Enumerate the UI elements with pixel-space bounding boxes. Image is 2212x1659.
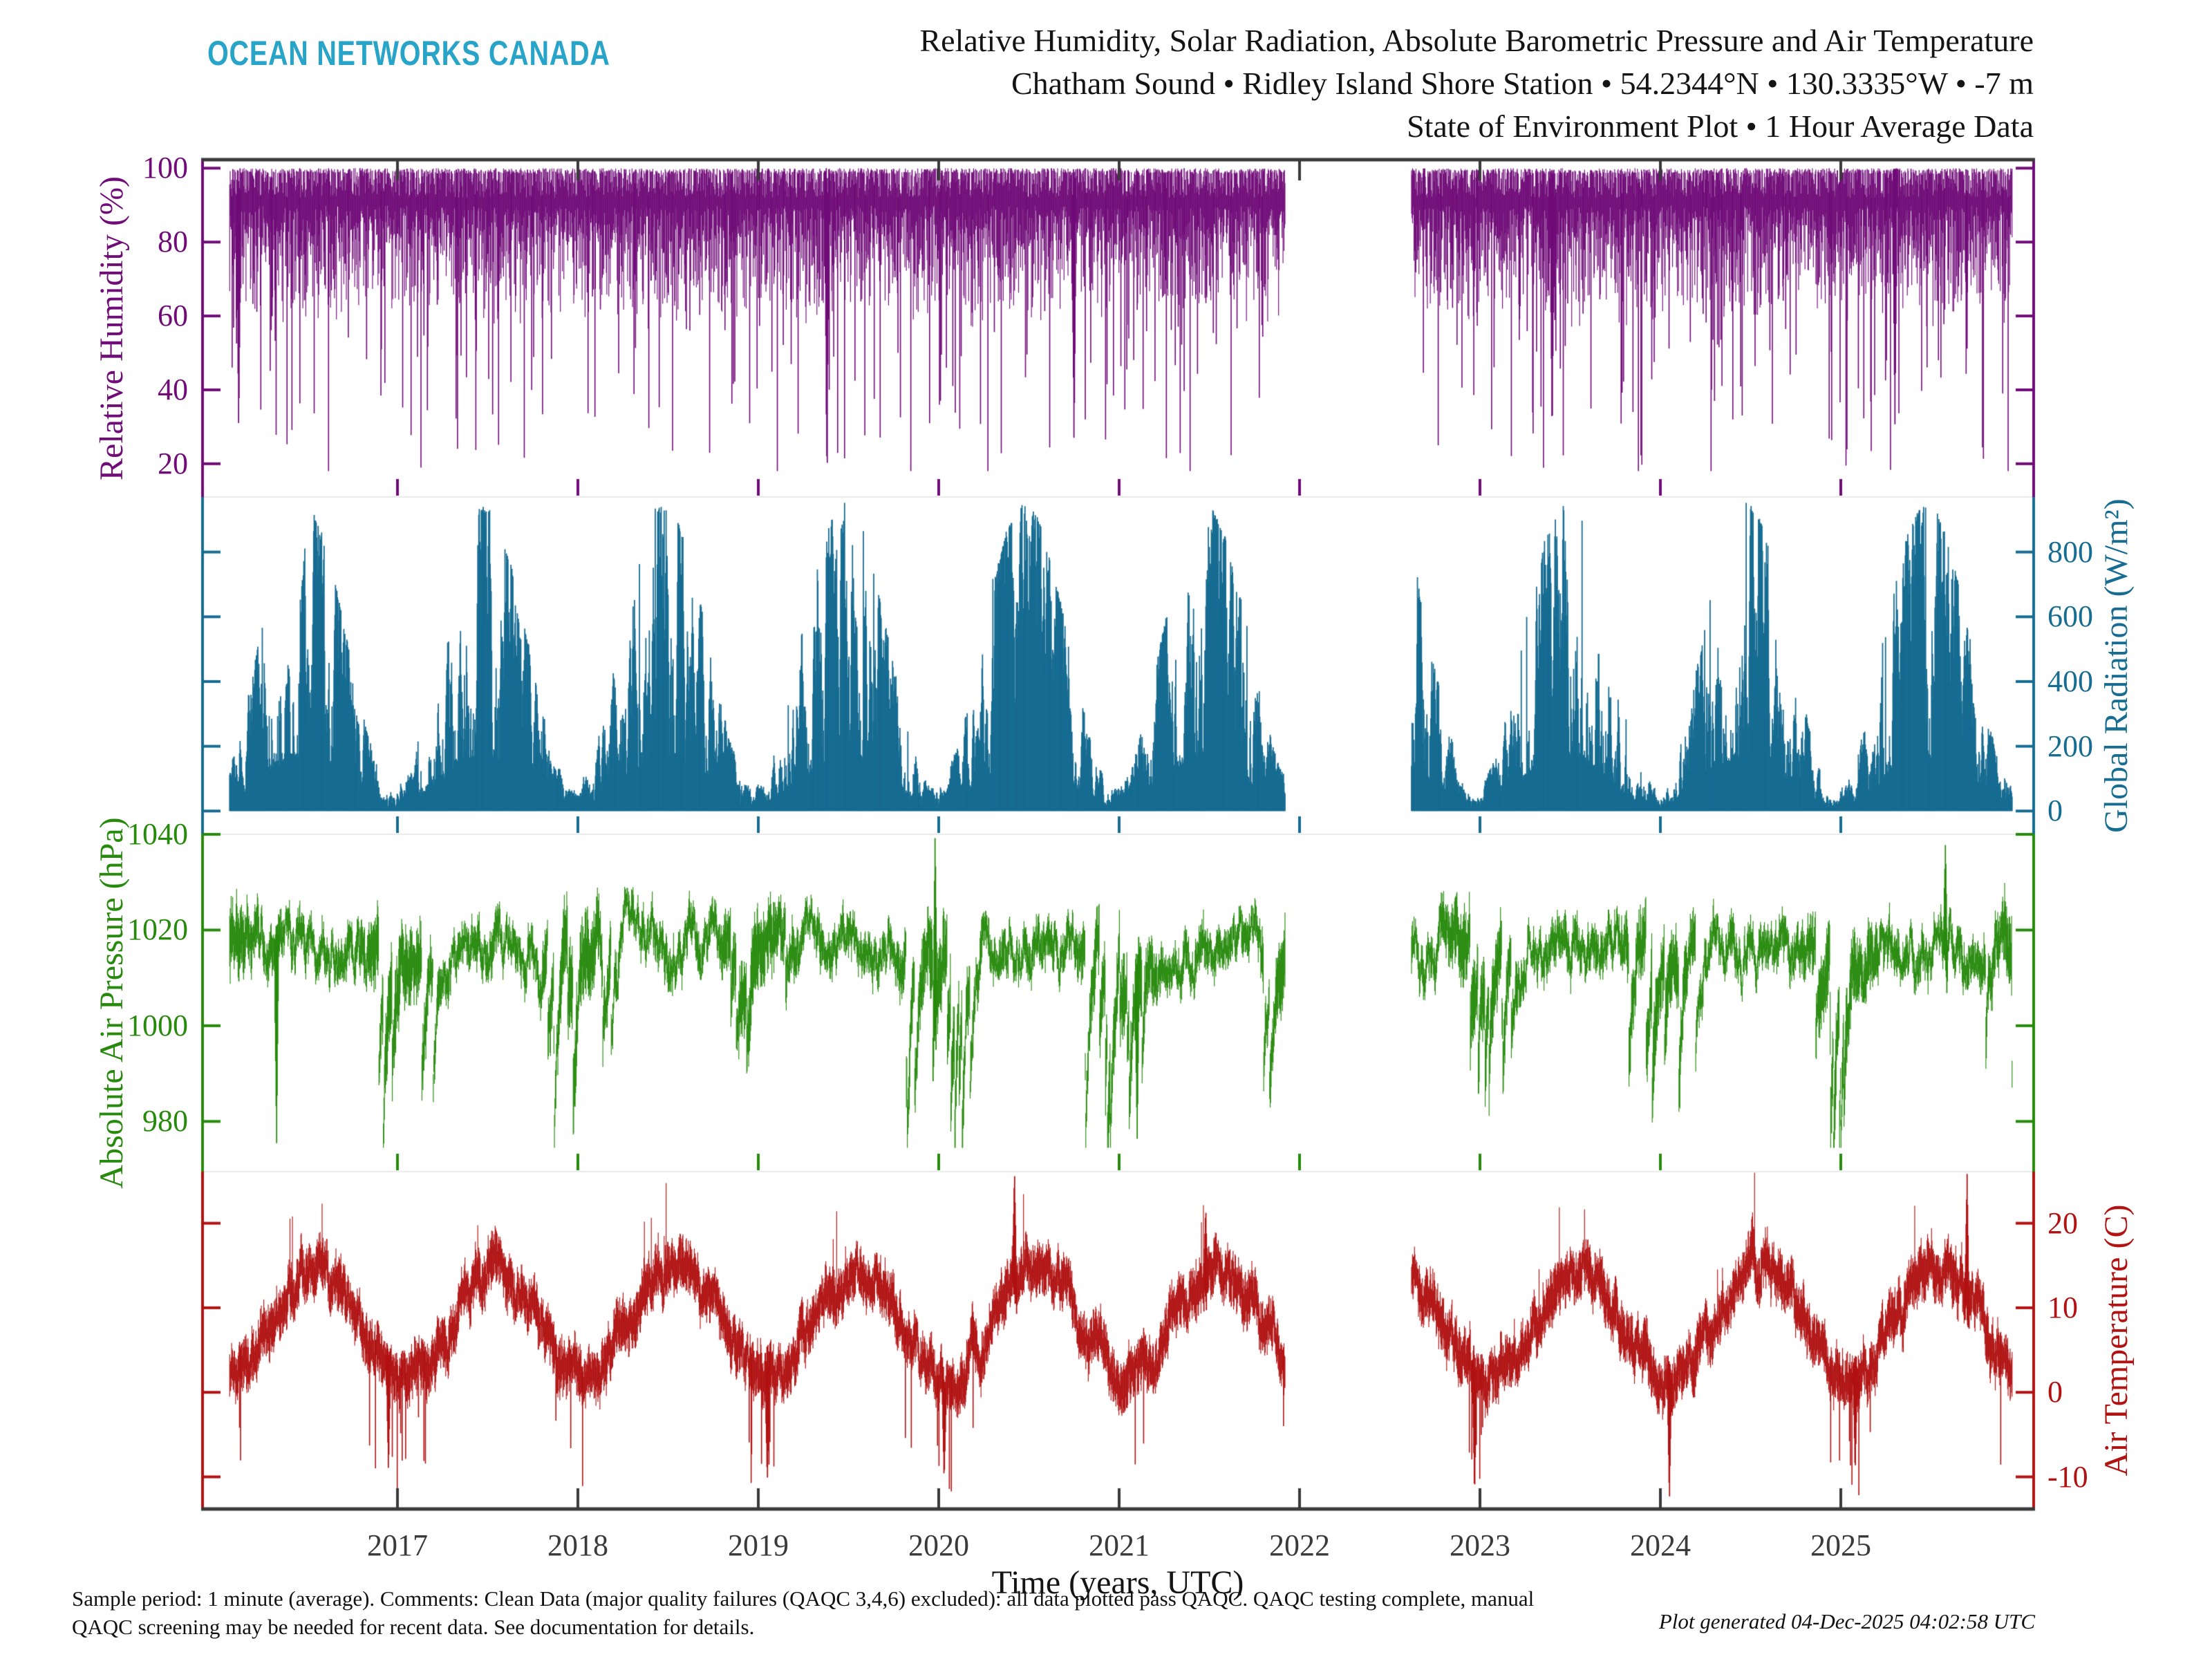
xtick-2018: 2018 [547,1528,608,1562]
ytick-global-radiation-0: 0 [2047,794,2063,828]
xtick-2025: 2025 [1810,1528,1871,1562]
plot-generated-timestamp: Plot generated 04-Dec-2025 04:02:58 UTC [1658,1609,2035,1633]
ytick-relative-humidity-40: 40 [158,372,188,406]
ytick-relative-humidity-60: 60 [158,299,188,333]
y-axis-label-absolute-air-pressure: Absolute Air Pressure (hPa) [93,817,130,1189]
xtick-2023: 2023 [1450,1528,1510,1562]
xtick-2017: 2017 [367,1528,428,1562]
y-axis-label-air-temperature: Air Temperature (C) [2098,1204,2135,1477]
plot-title-block: Relative Humidity, Solar Radiation, Abso… [919,19,2034,148]
footer-comment-line-2: QAQC screening may be needed for recent … [72,1615,755,1639]
title-line-3: State of Environment Plot • 1 Hour Avera… [1407,109,2034,144]
ytick-relative-humidity-80: 80 [158,225,188,259]
ytick-air-temperature-20: 20 [2047,1206,2078,1240]
ocean-networks-canada-logo: OCEAN NETWORKS CANADA [207,34,610,73]
footer-comment: Sample period: 1 minute (average). Comme… [72,1584,1752,1641]
ytick-relative-humidity-100: 100 [142,151,188,185]
ytick-relative-humidity-20: 20 [158,446,188,480]
ytick-absolute-air-pressure-1040: 1040 [127,817,188,851]
ytick-absolute-air-pressure-1000: 1000 [127,1008,188,1042]
ytick-absolute-air-pressure-980: 980 [142,1104,188,1138]
xtick-2019: 2019 [728,1528,789,1562]
xtick-2020: 2020 [908,1528,969,1562]
ytick-air-temperature--10: -10 [2047,1459,2088,1494]
xtick-2022: 2022 [1269,1528,1330,1562]
ytick-global-radiation-600: 600 [2047,599,2093,634]
title-line-2: Chatham Sound • Ridley Island Shore Stat… [1011,66,2034,101]
ytick-global-radiation-400: 400 [2047,664,2093,698]
ytick-air-temperature-0: 0 [2047,1375,2063,1409]
xtick-2021: 2021 [1089,1528,1150,1562]
footer-comment-line-1: Sample period: 1 minute (average). Comme… [72,1586,1535,1611]
ytick-global-radiation-200: 200 [2047,729,2093,763]
xtick-2024: 2024 [1630,1528,1691,1562]
ytick-global-radiation-800: 800 [2047,534,2093,569]
title-line-1: Relative Humidity, Solar Radiation, Abso… [919,23,2034,58]
x-axis-title: Time (years, UTC) [991,1564,1244,1601]
ytick-absolute-air-pressure-1020: 1020 [127,912,188,947]
ytick-air-temperature-10: 10 [2047,1290,2078,1324]
